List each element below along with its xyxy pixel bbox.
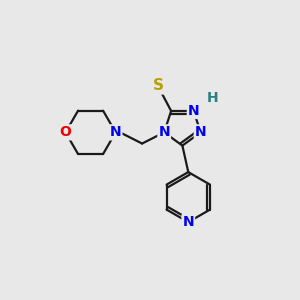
Text: N: N — [182, 215, 194, 229]
Text: O: O — [60, 125, 71, 140]
Text: N: N — [110, 125, 122, 140]
Text: N: N — [195, 125, 206, 140]
Text: N: N — [158, 125, 170, 140]
Text: S: S — [152, 78, 164, 93]
Text: N: N — [188, 104, 200, 118]
Text: H: H — [207, 91, 219, 105]
